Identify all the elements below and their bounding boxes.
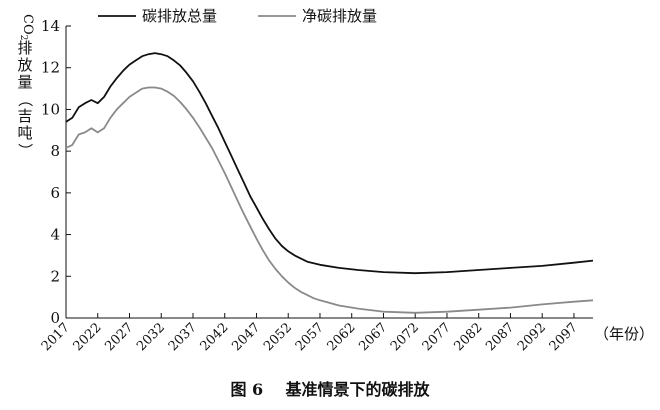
- y-axis-label-co2: CO2: [18, 14, 35, 41]
- x-tick-label: 2037: [166, 320, 200, 354]
- x-tick-label: 2027: [102, 320, 136, 354]
- y-tick-label: 2: [50, 267, 60, 285]
- y-axis-label-char: 放: [17, 56, 33, 75]
- legend: 碳排放总量 净碳排放量: [98, 7, 377, 25]
- y-tick-label: 6: [50, 184, 60, 202]
- x-tick-label: 2082: [452, 320, 486, 354]
- x-tick-label: 2092: [515, 320, 549, 354]
- figure-caption: 图 6 基准情景下的碳排放: [0, 376, 660, 400]
- x-tick-label: 2077: [420, 320, 454, 354]
- y-axis-label-char: 量: [17, 73, 33, 92]
- x-tick-label: 2057: [293, 320, 327, 354]
- y-axis-label-char: ）: [16, 143, 35, 159]
- x-ticks: 2017202220272032203720422047205220572062…: [39, 313, 581, 354]
- y-axis-label-char: 排: [17, 39, 33, 58]
- y-axis-label-char: 吨: [17, 124, 33, 143]
- figure-caption-text: 基准情景下的碳排放: [285, 380, 430, 399]
- y-axis-label: CO2 排放量（吉吨）: [14, 14, 36, 159]
- x-tick-label: 2047: [229, 320, 263, 354]
- y-tick-label: 12: [41, 59, 60, 77]
- legend-label: 净碳排放量: [302, 7, 377, 25]
- x-tick-label: 2042: [198, 320, 232, 354]
- x-tick-label: 2017: [39, 320, 73, 354]
- x-tick-label: 2022: [71, 320, 105, 354]
- x-tick-label: 2072: [388, 320, 422, 354]
- x-tick-label: 2052: [261, 320, 295, 354]
- x-tick-label: 2062: [325, 320, 359, 354]
- figure-number: 图 6: [230, 380, 264, 399]
- y-tick-label: 14: [41, 17, 60, 35]
- y-tick-label: 10: [41, 100, 60, 118]
- series-lines: [65, 52, 594, 314]
- y-tick-label: 0: [50, 309, 60, 327]
- y-axis-label-char: 吉: [17, 107, 33, 126]
- legend-label: 碳排放总量: [142, 7, 217, 25]
- y-tick-label: 8: [50, 142, 60, 160]
- series-line-net: [65, 86, 594, 314]
- y-tick-label: 4: [50, 226, 60, 244]
- x-tick-label: 2032: [134, 320, 168, 354]
- x-tick-label: 2097: [547, 320, 581, 354]
- x-tick-label: 2067: [356, 320, 390, 354]
- y-axis-label-rest: 排放量（吉吨）: [16, 39, 35, 159]
- x-axis-label: （年份）: [594, 325, 655, 343]
- y-axis-label-char: （: [16, 92, 35, 108]
- series-line-total: [65, 52, 594, 275]
- y-ticks: 0 2 4 6 8 10 12 14: [41, 17, 71, 327]
- x-tick-label: 2087: [483, 320, 517, 354]
